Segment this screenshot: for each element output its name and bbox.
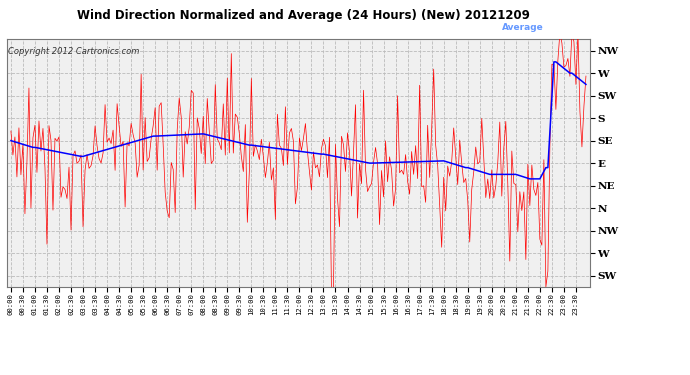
Text: Direction: Direction xyxy=(558,22,604,32)
Text: Average: Average xyxy=(502,22,544,32)
Text: Copyright 2012 Cartronics.com: Copyright 2012 Cartronics.com xyxy=(8,47,139,56)
Text: Wind Direction Normalized and Average (24 Hours) (New) 20121209: Wind Direction Normalized and Average (2… xyxy=(77,9,530,22)
